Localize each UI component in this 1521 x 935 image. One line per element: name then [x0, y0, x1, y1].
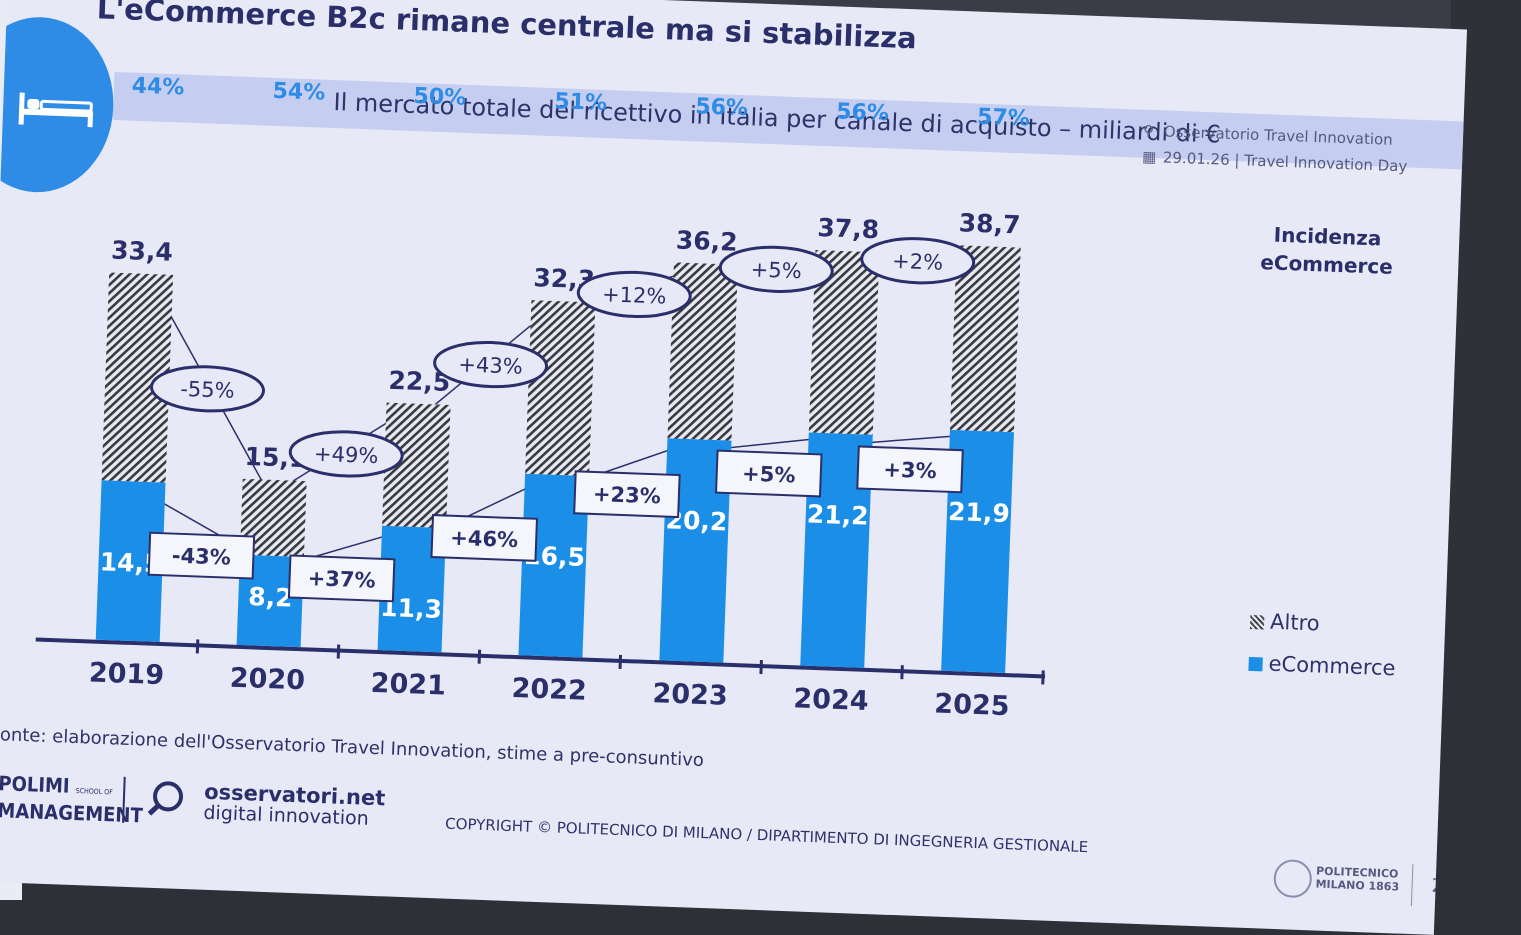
growth-total-bubble-1	[288, 430, 404, 478]
incidenza-value-2025: 57%	[977, 105, 1031, 132]
chart-legend: Altro eCommerce	[1248, 600, 1398, 689]
x-tick-2022	[618, 654, 623, 669]
x-tick-label-2019: 2019	[88, 657, 164, 691]
growth-ecommerce-label-1: +37%	[307, 566, 376, 592]
total-label-2019: 33,4	[111, 236, 174, 267]
legend-label-altro: Altro	[1269, 609, 1321, 636]
growth-ecommerce-label-0: -43%	[171, 544, 231, 570]
projected-slide: L'eCommerce B2c rimane centrale ma si st…	[0, 0, 1468, 935]
growth-ecommerce-box-4	[715, 449, 823, 498]
x-tick-2019	[195, 639, 200, 654]
growth-total-bubble-4	[718, 245, 834, 293]
bed-icon	[18, 92, 94, 128]
legend-swatch-altro	[1249, 614, 1265, 630]
ecommerce-label-2025: 21,9	[948, 497, 1011, 528]
x-tick-label-2021: 2021	[370, 668, 446, 702]
growth-total-label-2: +43%	[458, 352, 523, 378]
x-tick-2021	[477, 649, 482, 664]
x-tick-label-2020: 2020	[229, 663, 305, 697]
growth-ecommerce-box-0	[147, 531, 256, 580]
growth-total-label-4: +5%	[750, 257, 802, 283]
bar-ecommerce-2021	[377, 525, 447, 653]
polimi-line1: POLIMI	[0, 771, 71, 798]
incidenza-value-2022: 51%	[554, 89, 608, 116]
legend-swatch-ecommerce	[1248, 656, 1263, 672]
bar-altro-2024	[808, 249, 880, 435]
room-wall	[1451, 0, 1521, 900]
incidenza-value-2019: 44%	[131, 74, 185, 101]
bar-ecommerce-2019	[95, 480, 166, 643]
x-tick-label-2022: 2022	[511, 673, 587, 707]
x-axis-line	[35, 637, 1046, 679]
incidenza-value-2020: 54%	[272, 79, 326, 106]
growth-total-label-1: +49%	[314, 442, 379, 468]
magnifier-logo-icon	[147, 781, 184, 816]
bar-altro-2025	[949, 245, 1021, 433]
growth-ecommerce-box-1	[287, 554, 396, 603]
growth-total-label-0: -55%	[180, 377, 235, 403]
growth-ecommerce-label-5: +3%	[883, 457, 937, 483]
x-tick-label-2024: 2024	[793, 683, 869, 717]
legend-label-ecommerce: eCommerce	[1268, 651, 1396, 681]
growth-total-label-5: +2%	[892, 249, 944, 275]
total-label-2023: 36,2	[675, 225, 738, 256]
legend-item-altro: Altro	[1249, 600, 1397, 647]
growth-ecommerce-label-4: +5%	[742, 462, 796, 488]
x-tick-label-2025: 2025	[934, 688, 1010, 722]
bar-altro-2020	[239, 478, 307, 558]
total-label-2025: 38,7	[958, 208, 1021, 239]
legend-item-ecommerce: eCommerce	[1248, 642, 1396, 689]
incidenza-value-2023: 56%	[695, 94, 749, 121]
growth-total-bubble-5	[860, 237, 976, 285]
x-tick-2023	[759, 660, 763, 675]
bar-altro-2019	[101, 272, 174, 483]
growth-ecommerce-label-3: +23%	[593, 482, 662, 508]
x-tick-2024	[900, 665, 904, 680]
chart: 33,414,5201944%15,18,2202054%22,511,3202…	[35, 74, 1046, 722]
bar-altro-2022	[525, 300, 596, 477]
growth-ecommerce-label-2: +46%	[450, 526, 519, 552]
bar-altro-2021	[382, 402, 451, 529]
growth-ecommerce-box-2	[430, 514, 538, 562]
ecommerce-label-2024: 21,2	[806, 499, 869, 530]
polimi-school: SCHOOL OF	[75, 787, 113, 797]
growth-total-bubble-2	[433, 340, 549, 389]
ecommerce-label-2020: 8,2	[248, 582, 293, 613]
growth-total-label-3: +12%	[602, 282, 667, 308]
incidenza-value-2021: 50%	[413, 84, 467, 111]
growth-ecommerce-box-3	[573, 470, 681, 519]
x-tick-2025	[1041, 670, 1045, 685]
x-tick-label-2023: 2023	[652, 678, 728, 712]
growth-ecommerce-box-5	[856, 445, 964, 494]
x-tick-2020	[336, 644, 341, 659]
growth-total-bubble-0	[150, 365, 265, 413]
incidenza-value-2024: 56%	[836, 99, 890, 126]
growth-total-bubble-3	[576, 270, 692, 318]
total-label-2024: 37,8	[817, 213, 880, 244]
